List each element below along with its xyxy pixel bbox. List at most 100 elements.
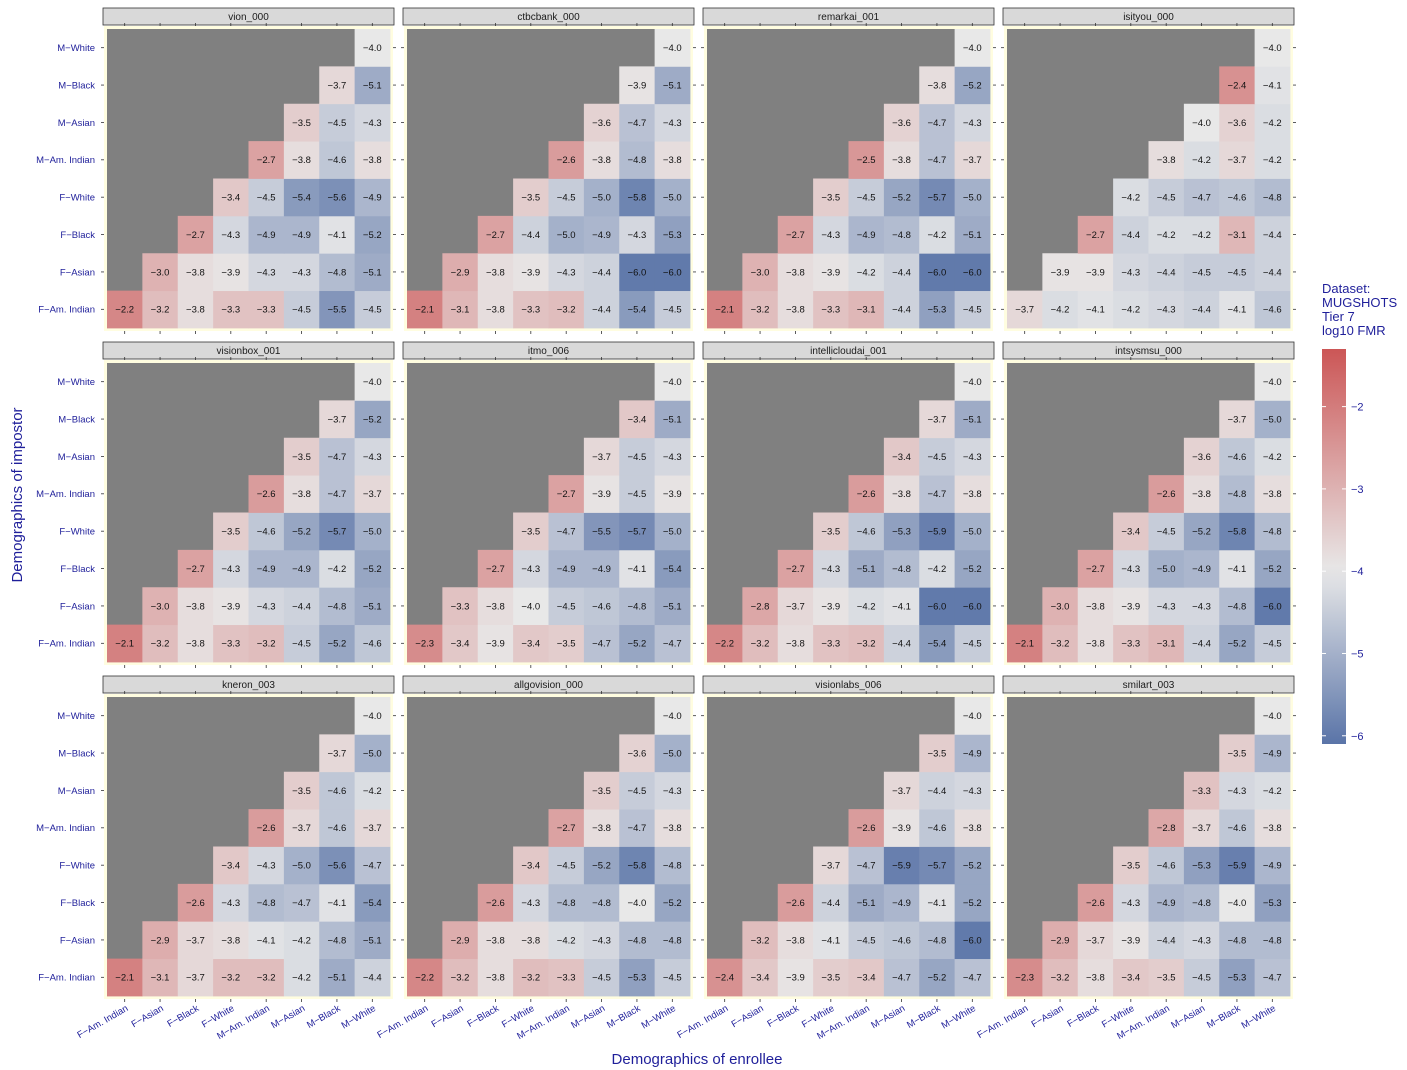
cell-value-label: −3.6 bbox=[1192, 452, 1211, 463]
heatmap-cell bbox=[319, 66, 356, 105]
heatmap-cell bbox=[248, 215, 285, 254]
heatmap-cell bbox=[1042, 624, 1079, 663]
cell-value-label: −3.9 bbox=[821, 601, 840, 612]
cell-value-label: −4.3 bbox=[1157, 305, 1176, 316]
cell-value-label: −2.7 bbox=[557, 823, 576, 834]
cell-value-label: −2.7 bbox=[557, 489, 576, 500]
heatmap-cell bbox=[1254, 771, 1291, 810]
heatmap-cell bbox=[1148, 587, 1185, 626]
heatmap-cell bbox=[919, 624, 956, 663]
cell-value-label: −3.9 bbox=[221, 601, 240, 612]
cell-value-label: −3.7 bbox=[1015, 305, 1034, 316]
cell-value-label: −3.8 bbox=[592, 823, 611, 834]
panel-strip-label: itmo_006 bbox=[528, 346, 570, 357]
cell-value-label: −5.3 bbox=[628, 973, 647, 984]
cell-value-label: −3.0 bbox=[151, 601, 170, 612]
heatmap-cell bbox=[177, 883, 214, 922]
heatmap-cell bbox=[919, 846, 956, 885]
heatmap-cell bbox=[177, 624, 214, 663]
heatmap-cell bbox=[248, 290, 285, 329]
cell-value-label: −4.6 bbox=[1228, 823, 1247, 834]
heatmap-cell bbox=[619, 846, 656, 885]
cell-value-label: −3.4 bbox=[521, 861, 540, 872]
heatmap-cell bbox=[1219, 883, 1256, 922]
cell-value-label: −3.7 bbox=[1192, 823, 1211, 834]
cell-value-label: −5.7 bbox=[928, 861, 947, 872]
cell-value-label: −3.8 bbox=[486, 305, 505, 316]
heatmap-cell bbox=[742, 290, 779, 329]
cell-value-label: −2.6 bbox=[257, 823, 276, 834]
cell-value-label: −4.7 bbox=[628, 118, 647, 129]
legend-tick-label: −2 bbox=[1351, 402, 1364, 414]
heatmap-cell bbox=[283, 809, 320, 847]
heatmap-cell bbox=[548, 215, 585, 254]
heatmap-cell bbox=[548, 587, 585, 626]
cell-value-label: −5.4 bbox=[363, 898, 382, 909]
cell-value-label: −4.7 bbox=[292, 898, 311, 909]
cell-value-label: −4.5 bbox=[292, 639, 311, 650]
y-tick-label: M−Asian bbox=[58, 118, 95, 129]
heatmap-cell bbox=[213, 512, 249, 551]
heatmap-cell bbox=[142, 253, 179, 292]
heatmap-cell bbox=[283, 253, 320, 292]
heatmap-cell bbox=[619, 883, 656, 922]
heatmap-cell bbox=[654, 771, 691, 810]
heatmap-cell bbox=[142, 587, 179, 626]
panel-strip-label: visionlabs_006 bbox=[815, 680, 882, 691]
heatmap-cell bbox=[583, 178, 620, 217]
heatmap-cell bbox=[548, 475, 585, 513]
cell-value-label: −4.4 bbox=[592, 305, 611, 316]
heatmap-cell bbox=[407, 290, 443, 329]
heatmap-cell bbox=[919, 437, 956, 476]
heatmap-cell bbox=[319, 846, 356, 885]
heatmap-cell bbox=[319, 958, 356, 997]
heatmap-cell bbox=[742, 958, 779, 997]
x-tick-label: M−Black bbox=[1205, 1003, 1242, 1031]
cell-value-label: −4.7 bbox=[363, 861, 382, 872]
cell-value-label: −4.8 bbox=[592, 898, 611, 909]
heatmap-cell bbox=[654, 66, 691, 105]
heatmap-cell bbox=[319, 921, 356, 960]
heatmap-cell bbox=[1219, 846, 1256, 885]
heatmap-cell bbox=[1219, 587, 1256, 626]
y-axis-title: Demographics of impostor bbox=[9, 407, 26, 582]
heatmap-cell bbox=[513, 215, 549, 254]
heatmap-cell bbox=[883, 921, 920, 960]
cell-value-label: −3.7 bbox=[363, 823, 382, 834]
heatmap-cell bbox=[319, 141, 356, 179]
heatmap-cell bbox=[1113, 178, 1149, 217]
heatmap-cell bbox=[619, 178, 656, 217]
heatmap-cell bbox=[654, 363, 691, 401]
cell-value-label: −4.3 bbox=[257, 267, 276, 278]
heatmap-cell bbox=[954, 921, 991, 960]
heatmap-cell bbox=[1113, 846, 1149, 885]
cell-value-label: −4.8 bbox=[557, 898, 576, 909]
cell-value-label: −4.4 bbox=[1263, 267, 1282, 278]
cell-value-label: −3.1 bbox=[451, 305, 470, 316]
cell-value-label: −3.9 bbox=[821, 267, 840, 278]
cell-value-label: −5.1 bbox=[963, 230, 982, 241]
heatmap-cell bbox=[619, 141, 656, 179]
y-tick-label: F−Black bbox=[60, 898, 95, 909]
heatmap-cell bbox=[248, 921, 285, 960]
cell-value-label: −3.8 bbox=[1157, 155, 1176, 166]
cell-value-label: −4.5 bbox=[663, 973, 682, 984]
heatmap-cell bbox=[619, 549, 656, 588]
cell-value-label: −4.3 bbox=[221, 230, 240, 241]
x-tick-label: F−Asian bbox=[430, 1003, 466, 1030]
heatmap-cell bbox=[477, 549, 514, 588]
heatmap-cell bbox=[513, 846, 549, 885]
panel-strip bbox=[702, 7, 995, 26]
cell-value-label: −4.6 bbox=[1228, 193, 1247, 204]
cell-value-label: −5.2 bbox=[663, 898, 682, 909]
cell-value-label: −5.1 bbox=[963, 414, 982, 425]
cell-value-label: −4.3 bbox=[821, 564, 840, 575]
cell-value-label: −2.2 bbox=[415, 973, 434, 984]
heatmap-cell bbox=[248, 958, 285, 997]
heatmap-cell bbox=[354, 141, 391, 179]
cell-value-label: −3.8 bbox=[486, 935, 505, 946]
heatmap-cell bbox=[513, 549, 549, 588]
cell-value-label: −6.0 bbox=[628, 267, 647, 278]
heatmap-cell bbox=[1148, 921, 1185, 960]
cell-value-label: −4.1 bbox=[1228, 305, 1247, 316]
